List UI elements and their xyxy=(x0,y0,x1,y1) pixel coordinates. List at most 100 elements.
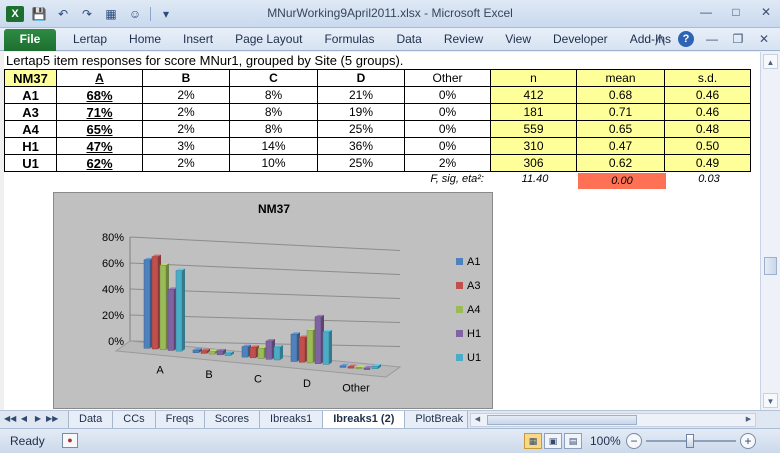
cell-d[interactable]: 19% xyxy=(317,103,405,121)
borders-icon[interactable]: ▦ xyxy=(105,7,117,21)
vertical-scrollbar[interactable]: ▲ ▼ xyxy=(760,52,780,410)
tab-home[interactable]: Home xyxy=(129,32,162,46)
cell-mean[interactable]: 0.71 xyxy=(576,103,665,121)
tab-page-layout[interactable]: Page Layout xyxy=(235,32,303,46)
cell-sd[interactable]: 0.49 xyxy=(664,154,751,172)
sheet-tab-ibreaks1[interactable]: Ibreaks1 xyxy=(259,411,324,429)
cell-other[interactable]: 0% xyxy=(404,103,491,121)
scroll-up-icon[interactable]: ▲ xyxy=(763,54,778,69)
help-icon[interactable]: ? xyxy=(678,31,694,47)
cell-mean[interactable]: 0.47 xyxy=(576,137,665,155)
ribbon-collapse-icon[interactable]: ⋀ xyxy=(655,32,665,46)
maximize-icon[interactable]: □ xyxy=(732,5,740,19)
undo-icon[interactable]: ↶ xyxy=(57,7,69,21)
zoom-level[interactable]: 100% xyxy=(590,434,621,448)
cell-other[interactable]: 0% xyxy=(404,86,491,104)
header-cell-d[interactable]: D xyxy=(317,69,405,87)
tab-insert[interactable]: Insert xyxy=(183,32,214,46)
cell-other[interactable]: 2% xyxy=(404,154,491,172)
stats-eta-value[interactable]: 0.03 xyxy=(698,173,720,185)
first-sheet-icon[interactable]: ◀◀ xyxy=(4,414,17,423)
workbook-close-icon[interactable]: ✕ xyxy=(758,32,770,46)
sheet-tab-freqs[interactable]: Freqs xyxy=(154,411,205,429)
cell-other[interactable]: 0% xyxy=(404,120,491,138)
tab-add-ins[interactable]: Add-Ins xyxy=(629,32,672,46)
normal-view-icon[interactable]: ▦ xyxy=(524,433,542,449)
cell-sd[interactable]: 0.46 xyxy=(664,103,751,121)
cell-n[interactable]: 310 xyxy=(490,137,577,155)
sheet-heading[interactable]: Lertap5 item responses for score MNur1, … xyxy=(6,53,404,68)
scroll-right-icon[interactable]: ▶ xyxy=(745,416,752,423)
scroll-left-icon[interactable]: ◀ xyxy=(474,416,481,423)
stats-sig-value[interactable]: 0.00 xyxy=(578,173,666,189)
cell-d[interactable]: 21% xyxy=(317,86,405,104)
page-layout-view-icon[interactable]: ▣ xyxy=(544,433,562,449)
save-icon[interactable]: 💾 xyxy=(31,7,47,21)
header-cell-mean[interactable]: mean xyxy=(576,69,665,87)
close-icon[interactable]: ✕ xyxy=(760,5,772,19)
sheet-tab-ibreaks1-2[interactable]: Ibreaks1 (2) xyxy=(322,411,406,429)
file-tab[interactable]: File xyxy=(4,29,56,51)
redo-icon[interactable]: ↷ xyxy=(81,7,93,21)
header-cell-n[interactable]: n xyxy=(490,69,577,87)
cell-n[interactable]: 306 xyxy=(490,154,577,172)
stats-label[interactable]: F, sig, eta²: xyxy=(430,173,484,185)
cell-c[interactable]: 14% xyxy=(229,137,318,155)
zoom-slider[interactable] xyxy=(646,434,736,448)
vertical-scroll-thumb[interactable] xyxy=(764,257,777,275)
cell-a[interactable]: 47% xyxy=(56,137,143,155)
cell-d[interactable]: 36% xyxy=(317,137,405,155)
cell-c[interactable]: 8% xyxy=(229,86,318,104)
header-cell-other[interactable]: Other xyxy=(404,69,491,87)
prev-sheet-icon[interactable]: ◀ xyxy=(20,414,28,423)
zoom-out-icon[interactable]: − xyxy=(626,433,642,449)
cell-a[interactable]: 62% xyxy=(56,154,143,172)
excel-logo-icon[interactable]: X xyxy=(6,6,24,22)
customize-toolbar-icon[interactable]: ▾ xyxy=(162,7,170,21)
cell-mean[interactable]: 0.68 xyxy=(576,86,665,104)
header-cell-c[interactable]: C xyxy=(229,69,318,87)
cell-n[interactable]: 559 xyxy=(490,120,577,138)
row-label[interactable]: U1 xyxy=(4,154,57,172)
cell-b[interactable]: 3% xyxy=(142,137,230,155)
cell-d[interactable]: 25% xyxy=(317,120,405,138)
chart-nm37[interactable]: NM37 0% 20% 40% 60% 80% A B C D Other A1 A3 A4 H1 U1 xyxy=(53,192,493,409)
tab-review[interactable]: Review xyxy=(443,32,484,46)
row-label[interactable]: A4 xyxy=(4,120,57,138)
smiley-icon[interactable]: ☺ xyxy=(128,7,142,21)
sheet-tab-ccs[interactable]: CCs xyxy=(112,411,156,429)
row-label[interactable]: H1 xyxy=(4,137,57,155)
tab-view[interactable]: View xyxy=(505,32,531,46)
cell-n[interactable]: 181 xyxy=(490,103,577,121)
cell-mean[interactable]: 0.62 xyxy=(576,154,665,172)
page-break-view-icon[interactable]: ▤ xyxy=(564,433,582,449)
zoom-slider-knob[interactable] xyxy=(686,434,694,448)
cell-b[interactable]: 2% xyxy=(142,86,230,104)
cell-sd[interactable]: 0.50 xyxy=(664,137,751,155)
next-sheet-icon[interactable]: ▶ xyxy=(34,414,42,423)
cell-other[interactable]: 0% xyxy=(404,137,491,155)
header-cell-b[interactable]: B xyxy=(142,69,230,87)
cell-sd[interactable]: 0.48 xyxy=(664,120,751,138)
header-cell-sd[interactable]: s.d. xyxy=(664,69,751,87)
tab-formulas[interactable]: Formulas xyxy=(324,32,375,46)
cell-mean[interactable]: 0.65 xyxy=(576,120,665,138)
zoom-in-icon[interactable]: + xyxy=(740,433,756,449)
header-cell-a[interactable]: A xyxy=(56,69,143,87)
cell-b[interactable]: 2% xyxy=(142,120,230,138)
cell-b[interactable]: 2% xyxy=(142,154,230,172)
header-cell-item[interactable]: NM37 xyxy=(4,69,57,87)
workbook-restore-icon[interactable]: ❐ xyxy=(732,32,744,46)
cell-c[interactable]: 10% xyxy=(229,154,318,172)
tab-data[interactable]: Data xyxy=(396,32,422,46)
cell-a[interactable]: 65% xyxy=(56,120,143,138)
cell-c[interactable]: 8% xyxy=(229,103,318,121)
row-label[interactable]: A3 xyxy=(4,103,57,121)
stats-f-value[interactable]: 11.40 xyxy=(521,173,549,185)
cell-a[interactable]: 71% xyxy=(56,103,143,121)
cell-a[interactable]: 68% xyxy=(56,86,143,104)
sheet-tab-plotbreak[interactable]: PlotBreak xyxy=(404,411,469,429)
worksheet-grid[interactable]: Lertap5 item responses for score MNur1, … xyxy=(4,52,760,410)
horizontal-scroll-thumb[interactable] xyxy=(487,415,637,425)
sheet-tab-data[interactable]: Data xyxy=(68,411,114,429)
